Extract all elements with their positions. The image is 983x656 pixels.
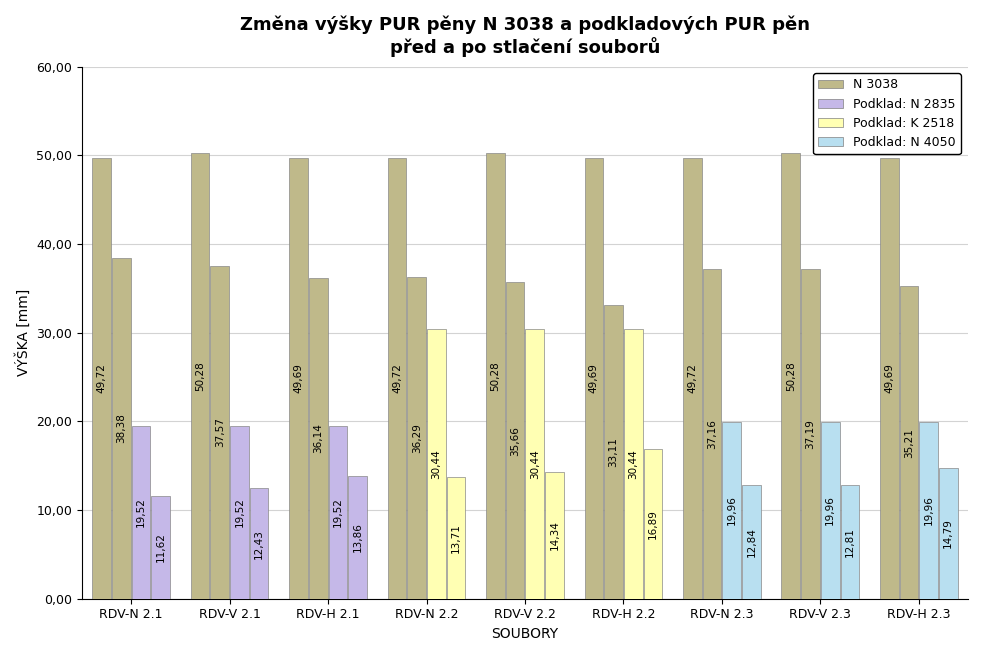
Text: 14,34: 14,34 (549, 520, 559, 550)
Text: 19,96: 19,96 (825, 495, 836, 525)
Text: 14,79: 14,79 (944, 518, 954, 548)
Bar (506, 283, 525, 599)
Bar (546, 472, 564, 599)
Text: 19,52: 19,52 (234, 497, 245, 527)
Text: 38,38: 38,38 (116, 413, 126, 443)
Text: 19,96: 19,96 (924, 495, 934, 525)
Text: 50,28: 50,28 (785, 361, 796, 390)
Bar (446, 477, 465, 599)
Text: 13,71: 13,71 (451, 523, 461, 553)
Text: 49,72: 49,72 (687, 363, 697, 393)
Legend: N 3038, Podklad: N 2835, Podklad: K 2518, Podklad: N 4050: N 3038, Podklad: N 2835, Podklad: K 2518… (813, 73, 960, 154)
Bar (348, 476, 367, 599)
Text: 30,44: 30,44 (530, 449, 540, 479)
Bar (605, 305, 623, 599)
Text: 36,14: 36,14 (314, 424, 323, 453)
Text: 13,86: 13,86 (353, 522, 363, 552)
Text: 12,81: 12,81 (844, 527, 855, 557)
Bar (526, 329, 545, 599)
Text: 35,66: 35,66 (510, 426, 520, 455)
Text: 30,44: 30,44 (628, 449, 638, 479)
Bar (644, 449, 663, 599)
Text: 50,28: 50,28 (491, 361, 500, 390)
Bar (427, 329, 445, 599)
Text: 16,89: 16,89 (648, 509, 658, 539)
Text: 49,69: 49,69 (294, 363, 304, 394)
Text: 37,19: 37,19 (805, 419, 816, 449)
Text: 19,52: 19,52 (333, 497, 343, 527)
Bar (210, 266, 229, 599)
Bar (309, 278, 327, 599)
Text: 49,69: 49,69 (885, 363, 895, 394)
Bar (191, 153, 209, 599)
Bar (624, 329, 643, 599)
Bar (230, 426, 249, 599)
Text: 49,72: 49,72 (392, 363, 402, 393)
Bar (387, 157, 406, 599)
Y-axis label: VÝŠKA [mm]: VÝŠKA [mm] (15, 289, 30, 377)
Text: 12,84: 12,84 (746, 527, 756, 557)
Text: 12,43: 12,43 (255, 529, 264, 558)
Text: 36,29: 36,29 (412, 423, 422, 453)
Text: 37,57: 37,57 (214, 417, 225, 447)
Text: 19,96: 19,96 (726, 495, 736, 525)
Bar (289, 158, 308, 599)
Text: 49,72: 49,72 (96, 363, 106, 393)
Text: 33,11: 33,11 (608, 437, 618, 467)
Bar (112, 258, 131, 599)
Text: 35,21: 35,21 (904, 428, 914, 457)
Text: 37,16: 37,16 (707, 419, 717, 449)
X-axis label: SOUBORY: SOUBORY (492, 627, 558, 641)
Bar (132, 426, 150, 599)
Bar (880, 158, 898, 599)
Text: 49,69: 49,69 (589, 363, 599, 394)
Bar (781, 153, 800, 599)
Title: Změna výšky PUR pěny N 3038 a podkladových PUR pěn
před a po stlačení souborů: Změna výšky PUR pěny N 3038 a podkladový… (240, 15, 810, 56)
Bar (801, 269, 820, 599)
Text: 11,62: 11,62 (155, 532, 166, 562)
Bar (683, 157, 702, 599)
Bar (486, 153, 505, 599)
Bar (840, 485, 859, 599)
Bar (250, 489, 268, 599)
Bar (821, 422, 839, 599)
Text: 30,44: 30,44 (432, 449, 441, 479)
Bar (151, 496, 170, 599)
Bar (899, 287, 918, 599)
Bar (585, 158, 604, 599)
Bar (939, 468, 957, 599)
Bar (328, 426, 347, 599)
Text: 19,52: 19,52 (136, 497, 146, 527)
Bar (742, 485, 761, 599)
Bar (407, 277, 426, 599)
Bar (92, 157, 111, 599)
Bar (723, 422, 741, 599)
Text: 50,28: 50,28 (195, 361, 205, 390)
Bar (703, 269, 722, 599)
Bar (919, 422, 938, 599)
